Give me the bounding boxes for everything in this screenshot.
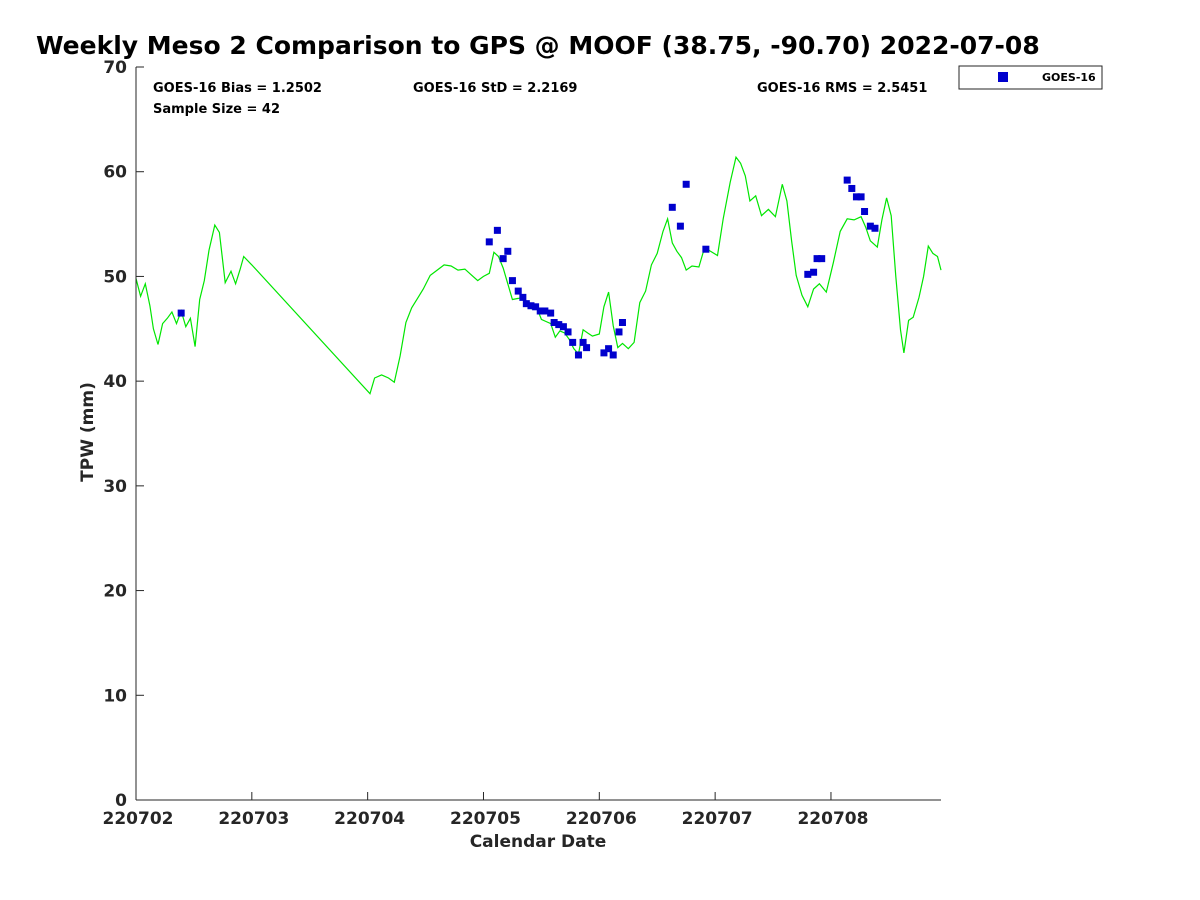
goes-16-point-20 [579, 338, 587, 346]
x-tick-label: 220704 [334, 809, 405, 829]
goes-16-point-38 [857, 193, 865, 201]
gps-tpw-line [135, 155, 942, 395]
x-tick-label: 220707 [682, 809, 753, 829]
goes-16-point-11 [536, 307, 544, 315]
goes-16-point-18 [569, 338, 577, 346]
y-axis-ticks: 0 10 20 30 40 50 60 70 [103, 58, 144, 811]
y-tick-label: 0 [115, 791, 127, 811]
goes-16-point-12 [541, 307, 549, 315]
goes-16-point-2 [493, 226, 501, 234]
goes-16-point-30 [702, 245, 710, 253]
y-tick-label: 30 [103, 477, 127, 497]
gps-line-layer [135, 155, 942, 395]
goes-16-point-17 [564, 328, 572, 336]
y-tick-label: 50 [103, 267, 127, 287]
stat-bias: GOES-16 Bias = 1.2502 [153, 81, 322, 96]
goes-16-point-41 [871, 224, 879, 232]
goes-16-point-5 [508, 277, 516, 285]
goes-16-point-35 [843, 176, 851, 184]
y-tick-label: 20 [103, 582, 127, 602]
goes-16-point-32 [810, 268, 818, 276]
goes-16-point-0 [177, 309, 185, 317]
goes-16-point-26 [618, 319, 626, 327]
x-tick-label: 220706 [566, 809, 637, 829]
goes-16-point-13 [547, 309, 555, 317]
stat-rms: GOES-16 RMS = 2.5451 [757, 81, 927, 96]
stat-sample-size: Sample Size = 42 [153, 102, 280, 117]
plot-area: 0 10 20 30 40 50 60 70 220702 220703 220704 220705… [103, 58, 942, 829]
legend: GOES-16 [958, 65, 1103, 90]
legend-label-goes-16: GOES-16 [1042, 71, 1096, 84]
goes-16-point-14 [550, 319, 558, 327]
x-tick-label: 220708 [797, 809, 868, 829]
goes-16-point-22 [600, 349, 608, 357]
x-axis-label: Calendar Date [470, 832, 607, 852]
y-axis-label: TPW (mm) [78, 382, 98, 482]
goes-16-point-16 [559, 323, 567, 331]
legend-box [958, 65, 1103, 90]
goes-16-point-34 [818, 255, 826, 263]
goes-16-point-27 [668, 203, 676, 211]
goes-16-point-8 [522, 300, 530, 308]
goes-16-point-4 [504, 247, 512, 255]
x-axis-ticks: 220702 220703 220704 220705 220706 220707 2207… [103, 792, 868, 829]
goes-16-point-25 [615, 328, 623, 336]
goes-16-point-19 [574, 351, 582, 359]
goes-16-point-9 [527, 302, 535, 310]
goes-16-point-23 [605, 345, 613, 353]
legend-marker-goes-16 [998, 72, 1008, 82]
goes-16-point-33 [813, 255, 821, 263]
goes-16-point-39 [861, 208, 869, 216]
goes-16-point-40 [866, 222, 874, 230]
goes-16-point-3 [499, 255, 507, 263]
goes-16-point-15 [555, 321, 563, 329]
goes-16-point-29 [682, 180, 690, 188]
x-tick-label: 220702 [103, 809, 174, 829]
goes-16-point-10 [532, 303, 540, 311]
goes-16-point-28 [676, 222, 684, 230]
goes-16-point-6 [514, 287, 522, 295]
y-tick-label: 70 [103, 58, 127, 78]
goes-16-point-36 [848, 184, 856, 192]
goes-16-point-7 [519, 293, 527, 301]
goes-16-point-1 [485, 238, 493, 246]
goes-16-point-21 [583, 344, 591, 352]
goes-point-layer [177, 176, 879, 359]
x-tick-label: 220703 [218, 809, 289, 829]
stat-std: GOES-16 StD = 2.2169 [413, 81, 577, 96]
y-tick-label: 60 [103, 163, 127, 183]
chart-title: Weekly Meso 2 Comparison to GPS @ MOOF (… [36, 31, 1040, 60]
y-tick-label: 10 [103, 686, 127, 706]
x-tick-label: 220705 [450, 809, 521, 829]
goes-16-point-37 [852, 193, 860, 201]
goes-16-point-24 [609, 351, 617, 359]
goes-16-point-31 [804, 270, 812, 278]
y-tick-label: 40 [103, 372, 127, 392]
